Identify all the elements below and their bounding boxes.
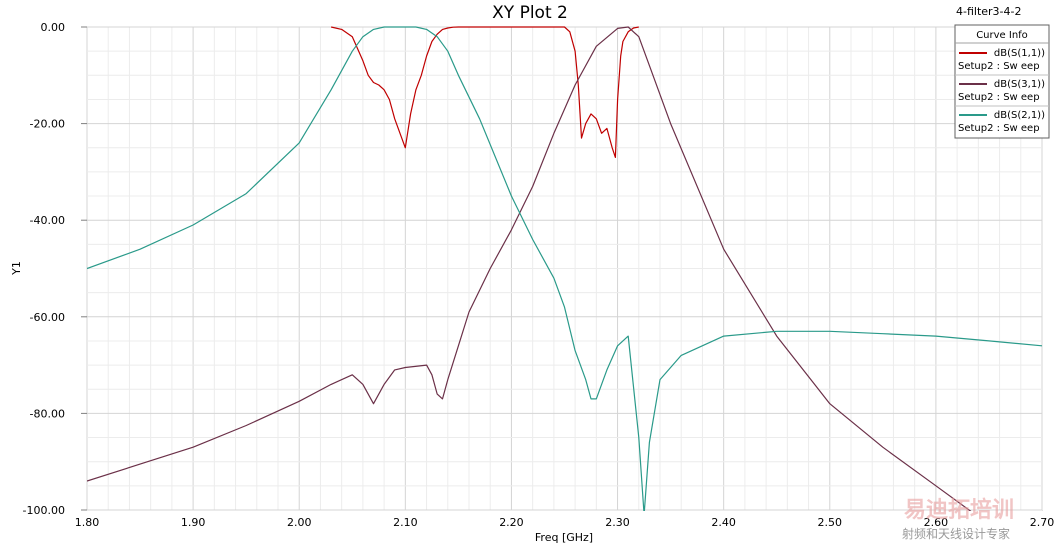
legend-box xyxy=(954,24,1050,139)
legend-sweep-label: Setup2 : Sw eep xyxy=(958,61,1040,72)
x-tick-label: 2.20 xyxy=(499,516,524,529)
y-tick-label: -40.00 xyxy=(30,214,65,227)
legend: Curve Info dB(S(1,1)) Setup2 : Sw eep dB(S(… xyxy=(954,24,1050,139)
series-line-3 xyxy=(87,26,1042,511)
y-tick-label: -100.00 xyxy=(23,504,65,517)
watermark-brand: 易迪拓培训 xyxy=(904,497,1014,523)
x-axis-label: Freq [GHz] xyxy=(535,531,593,544)
legend-series-name: dB(S(1,1)) xyxy=(994,48,1045,59)
legend-header: Curve Info xyxy=(976,30,1028,41)
legend-sweep-label: Setup2 : Sw eep xyxy=(958,92,1040,103)
curves xyxy=(87,26,1042,511)
x-tick-label: 2.50 xyxy=(818,516,843,529)
legend-series-name: dB(S(2,1)) xyxy=(994,110,1045,121)
x-tick-label: 2.00 xyxy=(287,516,312,529)
watermark-tagline: 射频和天线设计专家 xyxy=(902,526,1010,541)
project-label: 4-filter3-4-2 xyxy=(956,5,1022,18)
x-tick-label: 2.40 xyxy=(711,516,736,529)
y-tick-label: 0.00 xyxy=(41,21,66,34)
y-tick-label: -80.00 xyxy=(30,407,65,420)
grid xyxy=(86,26,1043,511)
x-tick-label: 2.10 xyxy=(393,516,418,529)
y-tick-label: -20.00 xyxy=(30,118,65,131)
y-axis-label: Y1 xyxy=(10,261,23,276)
x-tick-label: 2.70 xyxy=(1030,516,1055,529)
y-tick-label: -60.00 xyxy=(30,311,65,324)
x-tick-label: 2.30 xyxy=(605,516,630,529)
x-tick-label: 2.60 xyxy=(924,516,949,529)
x-tick-label: 1.90 xyxy=(181,516,206,529)
legend-sweep-label: Setup2 : Sw eep xyxy=(958,123,1040,134)
axes: 1.80 1.90 2.00 2.10 2.20 2.30 2.40 2.50 2.60 2.70… xyxy=(23,21,1055,529)
legend-series-name: dB(S(3,1)) xyxy=(994,79,1045,90)
chart-title: XY Plot 2 xyxy=(492,3,568,23)
watermark: 易迪拓培训 射频和天线设计专家 xyxy=(902,497,1014,541)
series-line-1 xyxy=(330,26,639,158)
series-line-2 xyxy=(87,26,972,511)
x-tick-label: 1.80 xyxy=(75,516,100,529)
